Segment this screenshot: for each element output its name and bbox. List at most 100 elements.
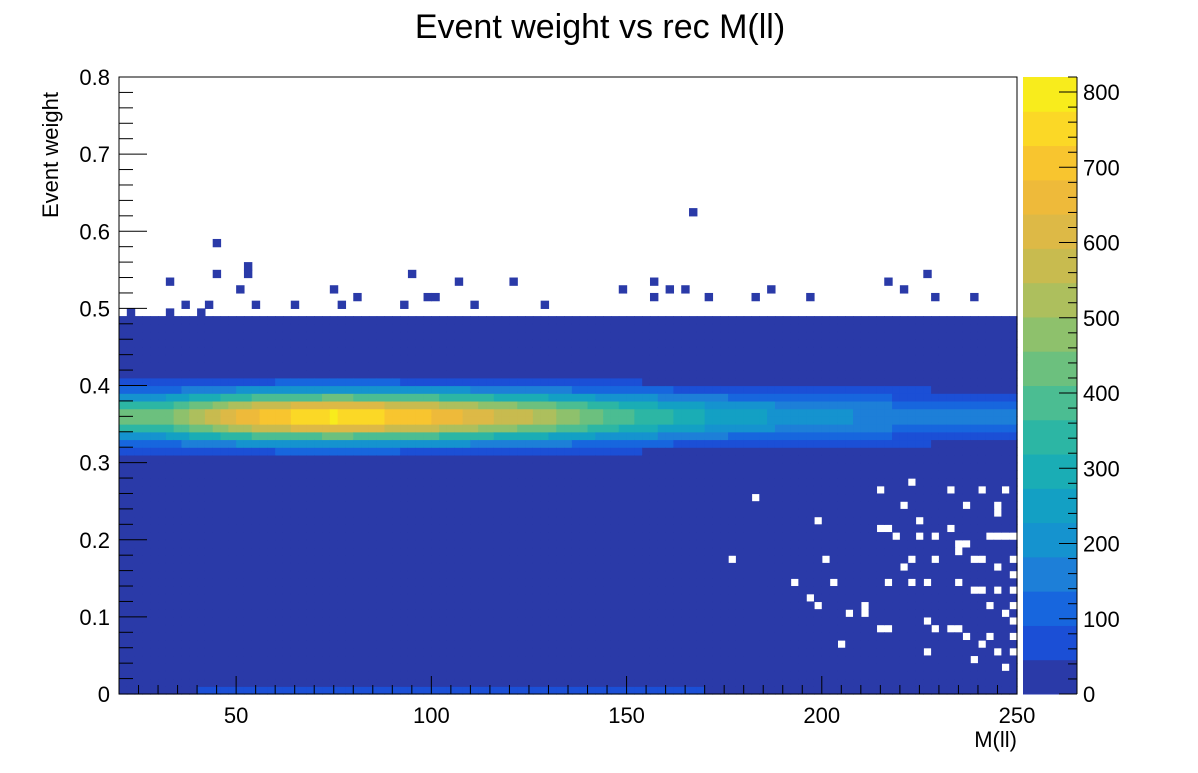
heatmap-cell <box>806 323 815 333</box>
heatmap-cell <box>821 439 831 448</box>
heatmap-cell <box>868 586 878 595</box>
heatmap-cell <box>353 678 362 687</box>
heatmap-cell <box>532 616 542 626</box>
heatmap-cell <box>493 532 503 541</box>
heatmap-cell <box>267 431 276 441</box>
heatmap-cell <box>134 362 144 371</box>
heatmap-cell <box>306 493 315 502</box>
heatmap-cell <box>556 678 565 687</box>
heatmap-cell <box>813 400 823 410</box>
heatmap-cell <box>376 578 386 587</box>
heatmap-cell <box>306 385 315 394</box>
heatmap-cell <box>610 508 620 518</box>
heatmap-cell <box>134 377 144 387</box>
heatmap-cell <box>673 562 682 572</box>
heatmap-cell <box>720 632 729 641</box>
heatmap-cell <box>571 346 581 356</box>
heatmap-cell <box>821 470 831 479</box>
heatmap-cell <box>751 400 760 410</box>
heatmap-cell <box>322 555 331 564</box>
heatmap-cell <box>407 346 417 356</box>
heatmap-cell <box>415 601 425 610</box>
heatmap-cell <box>837 624 846 633</box>
heatmap-cell <box>892 593 901 603</box>
heatmap-cell <box>275 524 284 533</box>
heatmap-cell <box>376 555 386 564</box>
heatmap-cell <box>665 470 675 479</box>
heatmap-cell <box>860 616 870 626</box>
heatmap-cell <box>173 393 183 402</box>
heatmap-cell <box>298 524 308 533</box>
heatmap-cell <box>243 370 253 379</box>
heatmap-cell <box>282 609 292 618</box>
heatmap-cell <box>845 686 854 695</box>
heatmap-cell <box>618 640 628 649</box>
heatmap-cell <box>907 508 917 518</box>
heatmap-cell <box>696 370 706 379</box>
heatmap-cell <box>829 501 838 510</box>
heatmap-cell <box>517 493 526 502</box>
heatmap-cell <box>486 501 495 510</box>
heatmap-cell <box>712 532 721 541</box>
heatmap-cell <box>314 316 323 325</box>
heatmap-cell <box>712 647 721 657</box>
heatmap-cell <box>603 586 612 595</box>
heatmap-cell <box>642 323 651 333</box>
heatmap-cell <box>532 354 542 363</box>
heatmap-cell <box>603 578 612 587</box>
heatmap-cell <box>400 647 409 657</box>
heatmap-cell <box>173 562 183 572</box>
heatmap-cell <box>181 501 190 510</box>
heatmap-cell <box>400 501 409 510</box>
heatmap-cell <box>275 586 284 595</box>
heatmap-cell <box>579 686 589 695</box>
heatmap-cell <box>439 562 448 572</box>
heatmap-cell <box>821 316 831 325</box>
heatmap-cell <box>259 393 268 402</box>
heatmap-cell <box>204 555 214 564</box>
heatmap-cell <box>306 616 315 626</box>
heatmap-cell <box>767 655 776 664</box>
heatmap-cell <box>158 586 167 595</box>
heatmap-cell <box>821 686 831 695</box>
heatmap-cell <box>361 431 370 441</box>
heatmap-cell <box>868 570 878 579</box>
heatmap-cell <box>798 493 807 502</box>
heatmap-cell <box>806 339 815 348</box>
heatmap-cell <box>782 593 792 603</box>
heatmap-cell <box>618 562 628 572</box>
heatmap-cell <box>759 385 768 394</box>
heatmap-cell <box>509 593 518 603</box>
heatmap-cell <box>899 632 909 641</box>
heatmap-cell <box>556 424 565 433</box>
heatmap-cell <box>564 501 573 510</box>
heatmap-cell <box>689 663 698 672</box>
heatmap-cell <box>829 339 838 348</box>
heatmap-cell <box>743 524 753 533</box>
heatmap-cell <box>415 408 425 417</box>
heatmap-cell <box>361 678 370 687</box>
heatmap-cell <box>204 562 214 572</box>
heatmap-cell <box>806 632 815 641</box>
heatmap-cell <box>486 424 495 433</box>
heatmap-cell <box>446 447 456 456</box>
heatmap-cell <box>571 663 581 672</box>
heatmap-cell <box>743 570 753 579</box>
heatmap-cell <box>392 640 401 649</box>
heatmap-cell <box>525 655 534 664</box>
heatmap-cell <box>392 655 401 664</box>
heatmap-cell <box>415 686 425 695</box>
heatmap-cell <box>236 516 245 525</box>
heatmap-cell <box>564 316 573 325</box>
heatmap-cell <box>649 331 659 340</box>
heatmap-cell <box>649 377 659 387</box>
heatmap-cell <box>462 470 471 479</box>
heatmap-cell <box>540 501 550 510</box>
heatmap-cell <box>540 362 550 371</box>
heatmap-cell <box>134 624 144 633</box>
heatmap-cell <box>673 616 682 626</box>
heatmap-cell <box>454 539 464 549</box>
heatmap-cell <box>899 670 909 680</box>
heatmap-cell <box>587 547 596 556</box>
heatmap-cell <box>267 609 276 618</box>
